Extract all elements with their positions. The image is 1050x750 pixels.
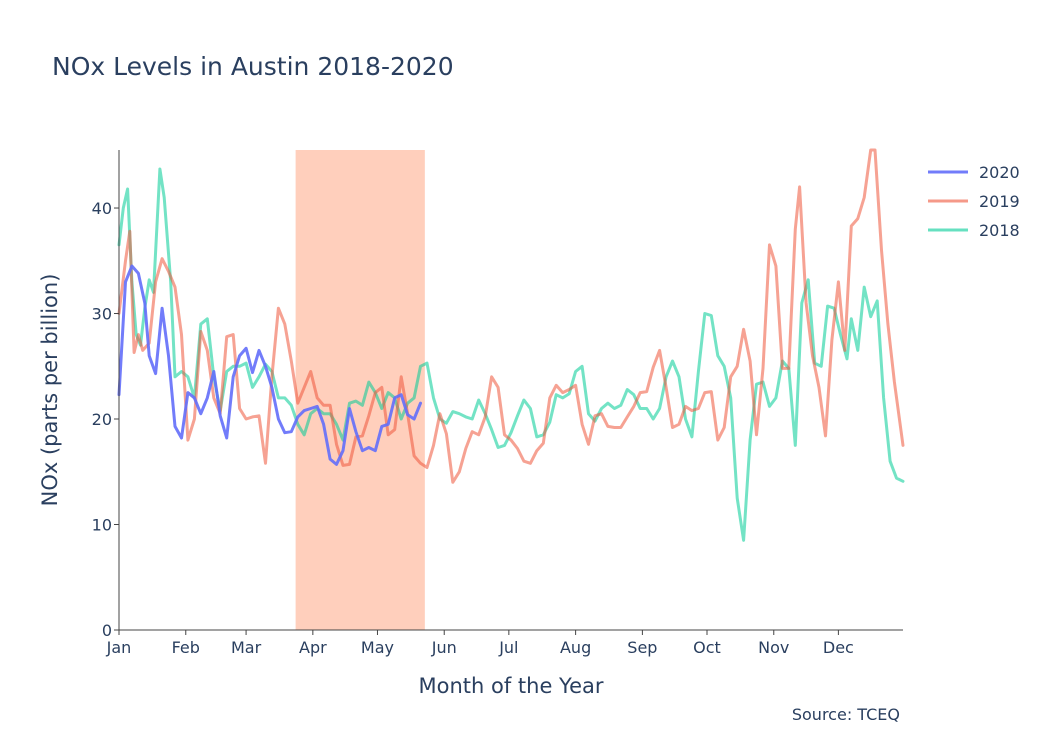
x-tick-label: Mar <box>231 638 262 657</box>
x-ticks: Jan Feb Mar Apr May Jun Jul Aug Sep Oct Nov Dec <box>106 630 854 657</box>
y-tick-label: 10 <box>92 516 112 535</box>
series-line-2019 <box>117 148 905 484</box>
y-tick-label: 40 <box>92 199 112 218</box>
x-tick-label: Jun <box>431 638 457 657</box>
legend-item-2020[interactable]: 2020 <box>928 163 1020 182</box>
source-note: Source: TCEQ <box>792 705 900 724</box>
x-tick-label: Oct <box>693 638 721 657</box>
series-layer <box>117 148 905 542</box>
legend-item-2019[interactable]: 2019 <box>928 192 1020 211</box>
y-tick-label: 30 <box>92 305 112 324</box>
y-axis-title: NOx (parts per billion) <box>38 274 62 507</box>
x-tick-label: Sep <box>627 638 657 657</box>
y-ticks: 0 10 20 30 40 <box>92 199 119 640</box>
x-tick-label: May <box>361 638 394 657</box>
series-line-2018 <box>117 167 905 542</box>
y-tick-label: 20 <box>92 410 112 429</box>
x-tick-label: Jan <box>106 638 132 657</box>
legend-label: 2019 <box>979 192 1020 211</box>
x-tick-label: Jul <box>498 638 518 657</box>
y-tick-label: 0 <box>102 621 112 640</box>
x-tick-label: Feb <box>172 638 200 657</box>
series-line-2020 <box>117 264 422 466</box>
legend[interactable]: 2020 2019 2018 <box>928 163 1020 240</box>
x-tick-label: Aug <box>560 638 591 657</box>
x-tick-label: Apr <box>299 638 327 657</box>
legend-label: 2018 <box>979 221 1020 240</box>
chart-title: NOx Levels in Austin 2018-2020 <box>52 52 454 81</box>
legend-item-2018[interactable]: 2018 <box>928 221 1020 240</box>
legend-label: 2020 <box>979 163 1020 182</box>
x-tick-label: Dec <box>823 638 854 657</box>
x-tick-label: Nov <box>758 638 789 657</box>
x-axis-title: Month of the Year <box>418 674 603 698</box>
